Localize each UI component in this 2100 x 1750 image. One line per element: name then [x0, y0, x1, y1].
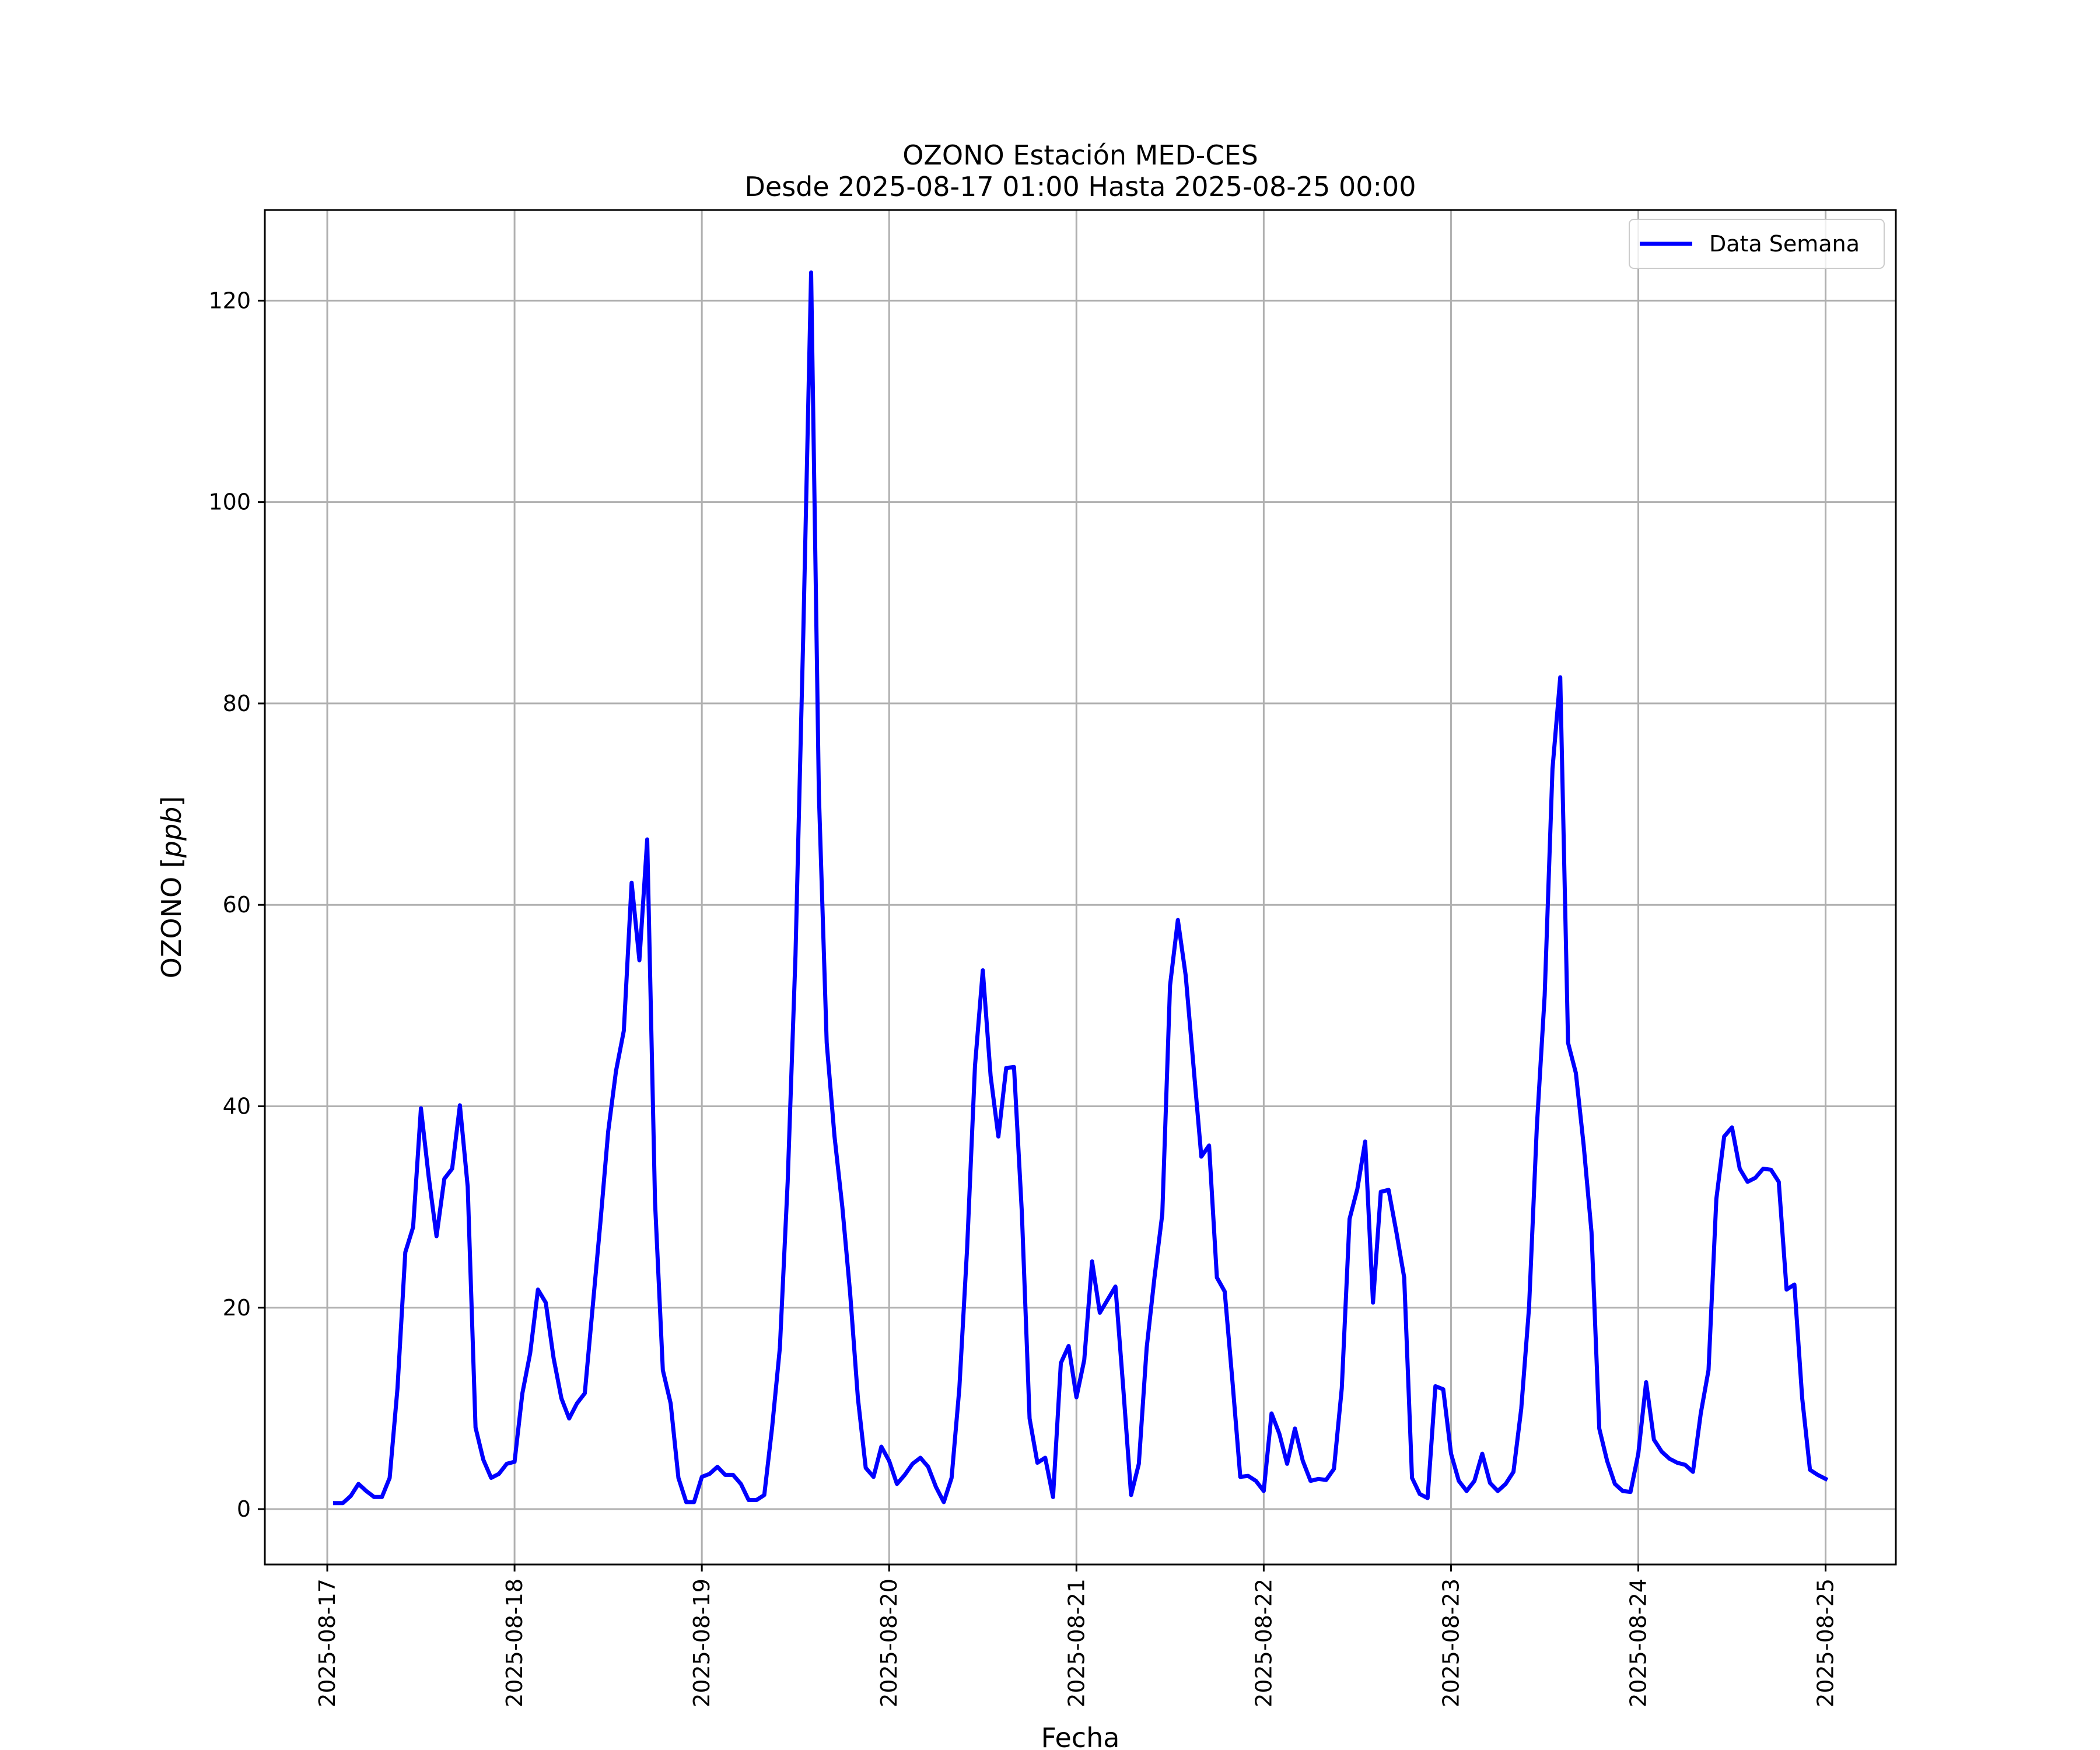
x-tick-label: 2025-08-24: [1626, 1578, 1651, 1707]
x-tick-label: 2025-08-23: [1438, 1578, 1464, 1707]
plot-area: 2025-08-17 2025-08-18 2025-08-19 2025-08-20…: [208, 209, 1897, 1707]
chart-subtitle: Desde 2025-08-17 01:00 Hasta 2025-08-25 …: [744, 171, 1416, 202]
y-tick-label: 120: [208, 288, 251, 313]
legend-box: [1629, 219, 1885, 269]
x-axis-label: Fecha: [1041, 1722, 1120, 1750]
series-line-data-semana: [332, 270, 1829, 1506]
x-tick-label: 2025-08-20: [876, 1578, 902, 1707]
grid-lines: [265, 210, 1896, 1564]
plot-frame: [264, 209, 1897, 1566]
series-layer: [332, 270, 1829, 1506]
legend-label: Data Semana: [1709, 231, 1860, 257]
y-tick-label: 20: [223, 1295, 251, 1321]
y-tick-label: 40: [223, 1093, 251, 1119]
y-axis-label: OZONO [ppb]: [156, 796, 187, 979]
chart-title: OZONO Estación MED-CES: [902, 139, 1258, 171]
x-tick-label: 2025-08-21: [1063, 1578, 1089, 1707]
legend: Data Semana: [1629, 219, 1885, 269]
y-axis-ticks: 0 20 40 60 80 100 120: [208, 288, 265, 1522]
x-tick-label: 2025-08-18: [502, 1578, 527, 1707]
x-tick-label: 2025-08-17: [314, 1578, 340, 1707]
plot-background: [265, 210, 1896, 1564]
y-tick-label: 60: [223, 892, 251, 918]
x-tick-label: 2025-08-19: [689, 1578, 715, 1707]
y-tick-label: 100: [208, 489, 251, 515]
y-tick-label: 0: [237, 1496, 251, 1522]
x-axis-ticks: 2025-08-17 2025-08-18 2025-08-19 2025-08-20…: [314, 1564, 1839, 1707]
y-tick-label: 80: [223, 691, 251, 716]
x-tick-label: 2025-08-22: [1251, 1578, 1276, 1707]
x-tick-label: 2025-08-25: [1813, 1578, 1839, 1707]
